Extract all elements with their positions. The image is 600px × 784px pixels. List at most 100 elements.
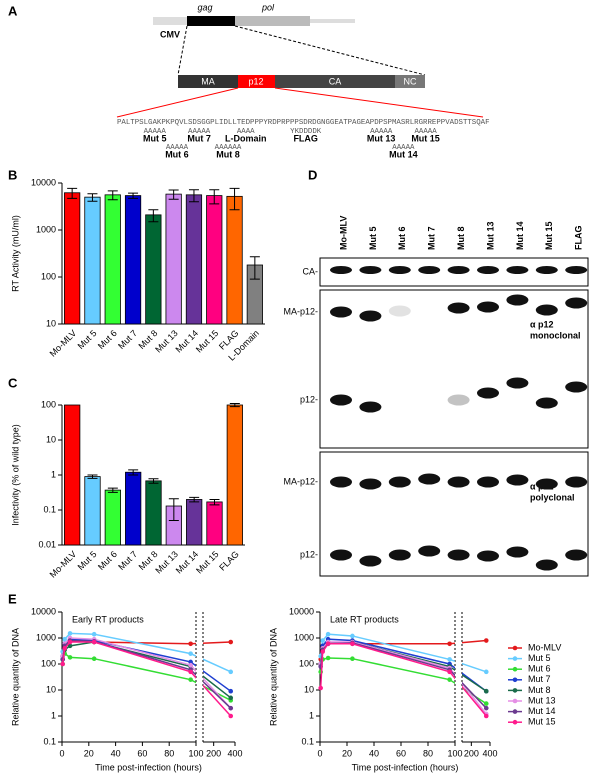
band [447,476,470,488]
legend-label: Mut 15 [528,717,556,727]
lane-label: Mut 5 [368,227,378,251]
band [535,478,558,490]
y-tick-label: 1000 [294,632,314,642]
bar [206,501,223,546]
x-tick-label: Mut 5 [76,549,99,572]
band [477,301,499,313]
chart-title: Early RT products [72,614,144,624]
band [535,266,558,274]
x-tick-label: 40 [111,748,121,758]
data-point [188,669,193,675]
bar [124,195,142,325]
antibody-label: monoclonal [530,330,581,340]
lane-label: Mut 15 [544,221,554,250]
bar [84,476,101,546]
x-tick-label: 0 [317,748,322,758]
data-point [188,677,193,682]
y-tick-label: 10 [304,684,314,694]
x-tick-label: Mut 6 [96,549,119,572]
error-bar [107,190,118,201]
data-point [483,701,489,706]
data-point [60,661,65,667]
x-tick-label: 0 [59,748,64,758]
series-line [320,657,487,705]
error-bar [168,498,179,522]
data-point [483,638,489,643]
data-point [228,639,234,645]
series-line [62,639,232,709]
x-tick-label: Mut 15 [194,549,221,576]
error-bar [209,189,220,205]
data-point [320,649,326,654]
mutation-label: FLAG [293,133,318,143]
x-tick-label: 100 [447,748,462,758]
error-bar [128,192,139,199]
data-point [447,657,452,662]
band [506,546,529,558]
panel-letter: A [8,3,18,18]
band [330,476,352,488]
lane-label: Mut 7 [427,227,437,251]
domain-ma [178,75,238,88]
data-point [91,631,97,637]
band [388,266,411,274]
mutation-marker: AAAAAA [215,144,242,152]
data-point [62,636,67,642]
mutation-marker: AAAAA [144,128,167,136]
row-label: p12- [300,549,318,559]
domain-label: CA [329,76,342,86]
band [330,266,352,274]
bar [186,499,203,546]
bar [64,404,81,546]
chart-title: Late RT products [330,614,399,624]
data-point [447,677,452,682]
legend-label: Mut 6 [528,664,551,674]
bar [125,471,142,546]
domain-p12 [238,75,275,88]
lane-label: Mut 13 [485,221,495,250]
data-point [350,656,355,661]
band [447,302,470,314]
band [359,401,382,413]
y-tick-label: 100 [41,271,56,281]
gene-label: gag [197,2,212,12]
band [359,310,382,322]
promoter-label: CMV [160,29,180,39]
zoom-line [234,25,426,76]
domain-label: NC [404,76,417,86]
panel-letter: B [8,167,17,182]
domain-ca [275,75,395,88]
y-tick-label: 100 [299,658,314,668]
y-tick-label: 1 [309,710,314,720]
x-tick-label: 40 [369,748,379,758]
data-point [228,695,234,701]
legend-marker [512,677,518,683]
data-point [91,639,97,645]
error-bar [229,187,240,211]
lane-label: Mo-MLV [338,216,348,250]
bar [226,404,243,546]
lane-label: Mut 6 [397,227,407,251]
y-tick-label: 1000 [36,632,56,642]
legend-marker [512,645,518,651]
y-tick-label: 10 [46,318,56,328]
band [388,549,411,561]
mutation-label: Mut 6 [165,149,189,159]
error-bar [128,469,139,476]
band [506,377,529,389]
bar [104,194,121,325]
x-tick-label: Mut 7 [116,549,139,572]
band [535,397,558,409]
data-point [188,651,193,656]
data-point [67,639,73,645]
domain-nc [395,75,425,88]
mutation-label: Mut 13 [367,133,396,143]
band [447,266,470,274]
x-tick-label: 60 [137,748,147,758]
x-axis-label: Time post-infection (hours) [95,762,202,772]
x-tick-label: 200 [206,748,221,758]
y-axis-label: Infectivity (% of wild type) [10,424,20,526]
mutation-label: Mut 8 [216,149,240,159]
x-tick-label: 400 [482,748,497,758]
lane-label: FLAG [574,226,584,251]
